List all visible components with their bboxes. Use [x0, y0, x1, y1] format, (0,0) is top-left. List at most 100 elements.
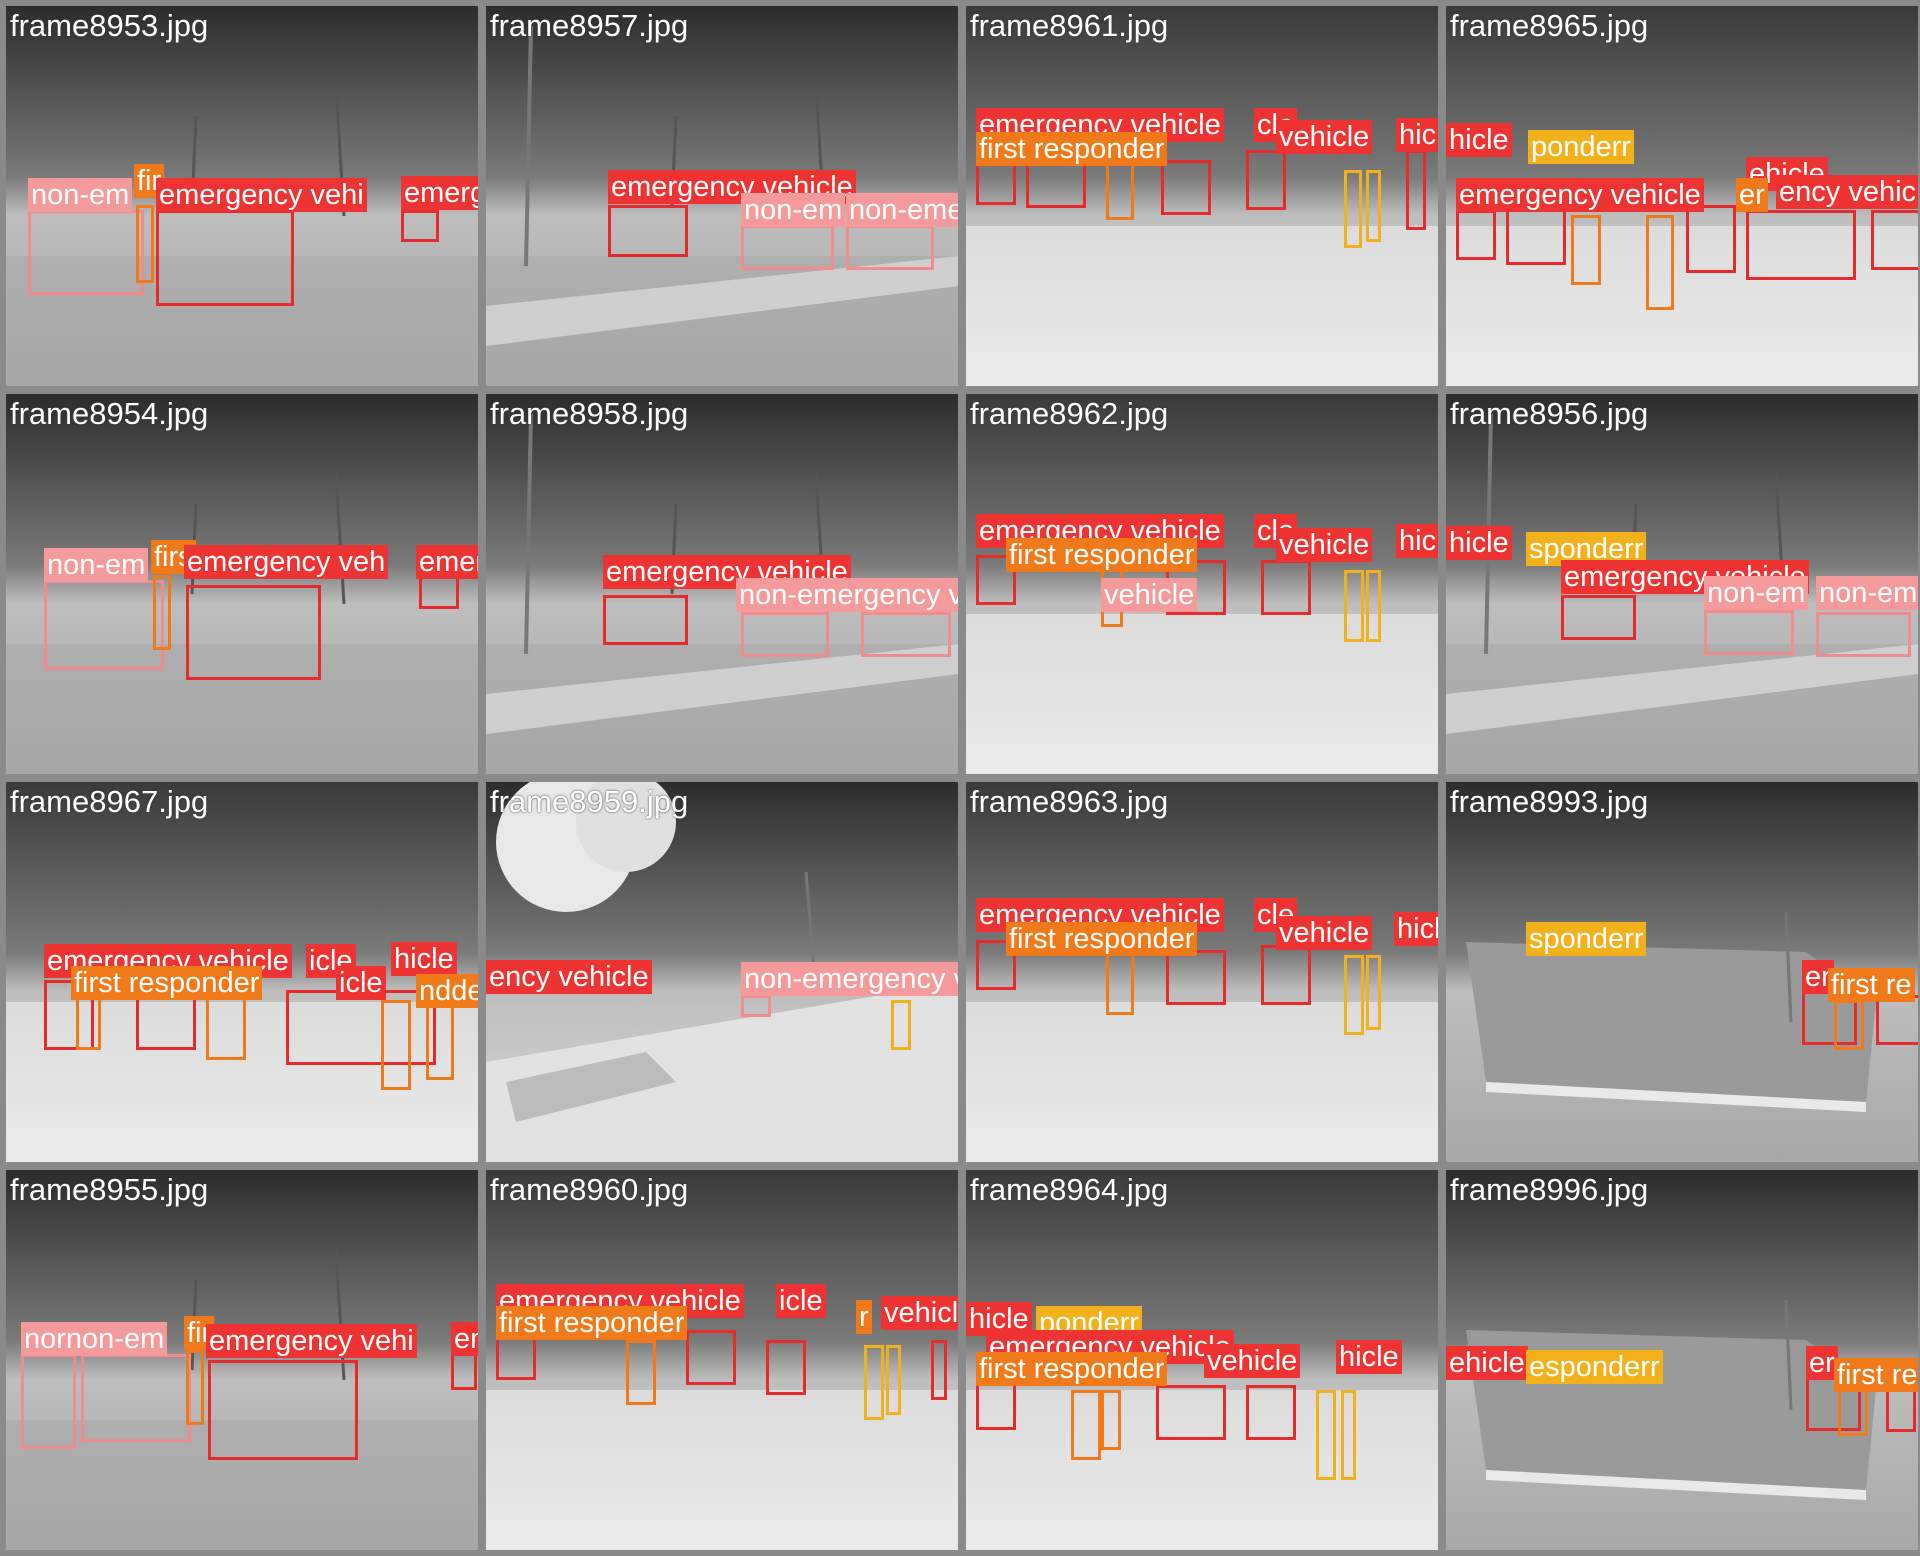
bounding-box: [401, 210, 439, 242]
bounding-box: [846, 225, 934, 270]
bounding-box: [864, 1345, 884, 1420]
class-label: vehicle: [1101, 578, 1198, 612]
class-label: first responder: [1006, 922, 1198, 956]
bounding-box: [861, 612, 951, 657]
thermal-scene: [486, 1170, 958, 1550]
bounding-box: [208, 1360, 358, 1460]
frame-filename: frame8962.jpg: [970, 396, 1169, 431]
class-label: non-emergency vehicle: [736, 578, 958, 612]
class-label: ehicle: [1446, 1346, 1528, 1380]
bounding-box: [1834, 1000, 1864, 1050]
class-label: icle: [776, 1284, 826, 1318]
bounding-box: [931, 1340, 947, 1400]
detection-tile: frame8965.jpg hicle ponderr emergency vehic…: [1446, 6, 1918, 386]
bounding-box: [1876, 995, 1918, 1045]
bounding-box: [1366, 955, 1381, 1030]
class-label: hicle: [1396, 524, 1438, 558]
bounding-box: [1366, 170, 1381, 242]
bounding-box: [741, 995, 771, 1017]
class-label: hicle: [1446, 526, 1512, 560]
bounding-box: [1456, 210, 1496, 260]
frame-filename: frame8959.jpg: [490, 784, 689, 819]
bounding-box: [1561, 595, 1636, 640]
class-label: non-emergency vehicle: [741, 962, 958, 996]
bounding-box: [976, 555, 1016, 605]
detection-tile: frame8993.jpg sponderr er first re: [1446, 782, 1918, 1162]
bounding-box: [81, 1354, 191, 1442]
bounding-box: [1156, 1385, 1226, 1440]
class-label: ponderr: [1528, 130, 1634, 164]
bounding-box: [1101, 1390, 1121, 1450]
bounding-box: [1686, 205, 1736, 273]
class-label: first re: [1834, 1358, 1918, 1392]
bounding-box: [1838, 1386, 1868, 1436]
class-label: hicle: [1446, 123, 1512, 157]
frame-filename: frame8956.jpg: [1450, 396, 1649, 431]
frame-filename: frame8955.jpg: [10, 1172, 209, 1207]
frame-filename: frame8993.jpg: [1450, 784, 1649, 819]
detection-tile: frame8953.jpg non-em fir emergency vehi emer…: [6, 6, 478, 386]
class-label: ency vehicle: [486, 960, 652, 994]
bounding-box: [1106, 950, 1134, 1015]
class-label: ndder: [416, 974, 478, 1008]
class-label: non-em: [28, 178, 133, 212]
bounding-box: [1106, 160, 1134, 220]
class-label: emergency ve: [401, 176, 478, 210]
class-label: hicle: [391, 942, 457, 976]
frame-filename: frame8953.jpg: [10, 8, 209, 43]
bounding-box: [1166, 950, 1226, 1005]
class-label: esponderr: [1526, 1350, 1663, 1384]
bounding-box: [44, 580, 164, 670]
bounding-box: [1366, 570, 1381, 642]
bounding-box: [153, 575, 171, 650]
class-label: non-emergency vehicle: [846, 193, 958, 227]
detection-tile: frame8996.jpg ehicle esponderr er first re: [1446, 1170, 1918, 1550]
bounding-box: [1341, 1390, 1356, 1480]
bounding-box: [206, 990, 246, 1060]
bounding-box: [1746, 210, 1856, 280]
bounding-box: [1646, 215, 1674, 310]
bounding-box: [44, 980, 94, 1050]
class-label: first re: [1828, 968, 1915, 1002]
class-label: emergency v: [416, 545, 478, 579]
frame-filename: frame8963.jpg: [970, 784, 1169, 819]
bounding-box: [419, 575, 459, 609]
detection-tile: frame8964.jpg hicle ponderr emergency vehic…: [966, 1170, 1438, 1550]
bounding-box: [186, 585, 321, 680]
class-label: emergency vehi: [206, 1324, 417, 1358]
frame-filename: frame8964.jpg: [970, 1172, 1169, 1207]
class-label: vehicle: [1276, 120, 1373, 154]
class-label: non-em: [1704, 576, 1809, 610]
thermal-scene: [6, 394, 478, 774]
frame-filename: frame8960.jpg: [490, 1172, 689, 1207]
frame-filename: frame8954.jpg: [10, 396, 209, 431]
bounding-box: [603, 595, 688, 645]
bounding-box: [741, 225, 834, 270]
bounding-box: [286, 990, 436, 1065]
class-label: non-em: [44, 548, 149, 582]
frame-filename: frame8961.jpg: [970, 8, 1169, 43]
class-label: er: [1736, 178, 1768, 212]
bounding-box: [976, 1380, 1016, 1430]
bounding-box: [21, 1354, 76, 1449]
class-label: first responder: [1006, 538, 1198, 572]
bounding-box: [1316, 1390, 1336, 1480]
bounding-box: [891, 1000, 911, 1050]
bounding-box: [1406, 150, 1426, 230]
bounding-box: [741, 612, 829, 657]
bounding-box: [886, 1345, 901, 1415]
class-label: emergency veh: [184, 545, 389, 579]
class-label: emergency vehicle: [603, 555, 851, 589]
class-label: emergency vehi: [156, 178, 367, 212]
bounding-box: [1246, 1385, 1296, 1440]
bounding-box: [766, 1340, 806, 1395]
bounding-box: [686, 1330, 736, 1385]
class-label: first responder: [976, 1352, 1168, 1386]
bounding-box: [1571, 215, 1601, 285]
class-label: emergency vehicle: [451, 1322, 478, 1356]
detection-tile: frame8960.jpg emergency vehicle icle first …: [486, 1170, 958, 1550]
